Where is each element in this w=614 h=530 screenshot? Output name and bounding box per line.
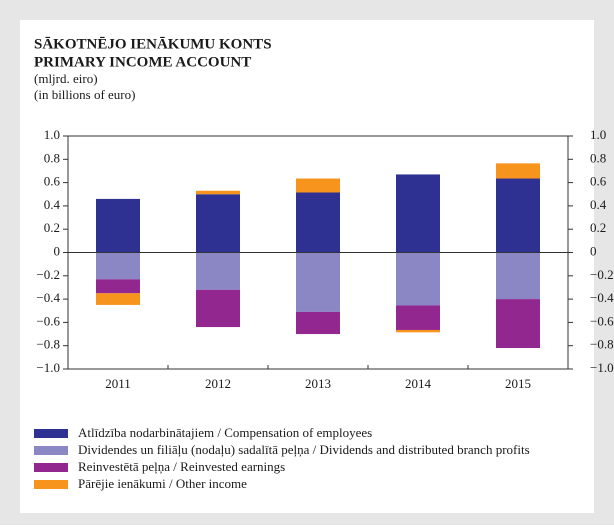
y-tick-label: −0.2	[36, 267, 60, 282]
bar	[396, 252, 440, 306]
y-tick-label: 0.8	[44, 150, 60, 165]
y-tick-label: 0.4	[44, 197, 61, 212]
subtitle: (in billions of euro)	[34, 87, 135, 102]
x-tick-label: 2014	[405, 376, 432, 391]
y-tick-label: −0.6	[36, 313, 60, 328]
legend-item: Reinvestētā peļņa / Reinvested earnings	[34, 459, 574, 475]
legend: Atlīdzība nodarbinātajiem / Compensation…	[34, 425, 574, 493]
y2-tick-label: 0.8	[590, 150, 606, 165]
y2-tick-label: 0.4	[590, 197, 607, 212]
legend-label: Pārējie ienākumi / Other income	[78, 476, 247, 491]
bar	[496, 299, 540, 349]
chart-title: SĀKOTNĒJO IENĀKUMU KONTS	[34, 36, 272, 52]
y-tick-label: 0.2	[44, 220, 60, 235]
legend-label: Dividendes un filiāļu (nodaļu) sadalītā …	[78, 442, 530, 457]
x-tick-label: 2012	[205, 376, 231, 391]
bar	[496, 178, 540, 253]
y-tick-label: 0	[54, 243, 61, 258]
bar	[96, 293, 140, 305]
legend-swatch	[34, 446, 68, 455]
bar	[196, 289, 240, 328]
bar	[296, 192, 340, 253]
bar	[296, 311, 340, 335]
legend-swatch	[34, 429, 68, 438]
y2-tick-label: −1.0	[590, 360, 614, 375]
x-tick-label: 2011	[105, 376, 131, 391]
y2-tick-label: −0.8	[590, 337, 614, 352]
legend-swatch	[34, 463, 68, 472]
bar	[496, 252, 540, 300]
y2-tick-label: −0.4	[590, 290, 614, 305]
bar	[296, 252, 340, 312]
x-tick-label: 2015	[505, 376, 531, 391]
bar	[96, 198, 140, 253]
y2-tick-label: 0.6	[590, 174, 607, 189]
x-tick-label: 2013	[305, 376, 331, 391]
bar	[196, 190, 240, 195]
legend-item: Pārējie ienākumi / Other income	[34, 476, 574, 492]
legend-item: Dividendes un filiāļu (nodaļu) sadalītā …	[34, 442, 574, 458]
legend-label: Atlīdzība nodarbinātajiem / Compensation…	[78, 425, 373, 440]
bar	[196, 194, 240, 253]
bar	[396, 329, 440, 333]
bar	[396, 305, 440, 330]
y2-tick-label: 0	[590, 243, 597, 258]
legend-item: Atlīdzība nodarbinātajiem / Compensation…	[34, 425, 574, 441]
y-tick-label: −0.4	[36, 290, 60, 305]
bar	[96, 279, 140, 294]
y-tick-label: −1.0	[36, 360, 60, 375]
y-tick-label: −0.8	[36, 337, 60, 352]
bar	[396, 174, 440, 253]
y2-tick-label: 0.2	[590, 220, 606, 235]
chart-title: PRIMARY INCOME ACCOUNT	[34, 54, 251, 70]
legend-label: Reinvestētā peļņa / Reinvested earnings	[78, 459, 286, 474]
bar	[296, 178, 340, 193]
bar	[196, 252, 240, 290]
y-tick-label: 0.6	[44, 174, 61, 189]
bar	[496, 163, 540, 179]
bar	[96, 252, 140, 280]
y2-tick-label: −0.2	[590, 267, 614, 282]
legend-swatch	[34, 480, 68, 489]
y2-tick-label: 1.0	[590, 127, 606, 142]
y2-tick-label: −0.6	[590, 313, 614, 328]
subtitle: (mljrd. eiro)	[34, 71, 98, 86]
y-tick-label: 1.0	[44, 127, 60, 142]
